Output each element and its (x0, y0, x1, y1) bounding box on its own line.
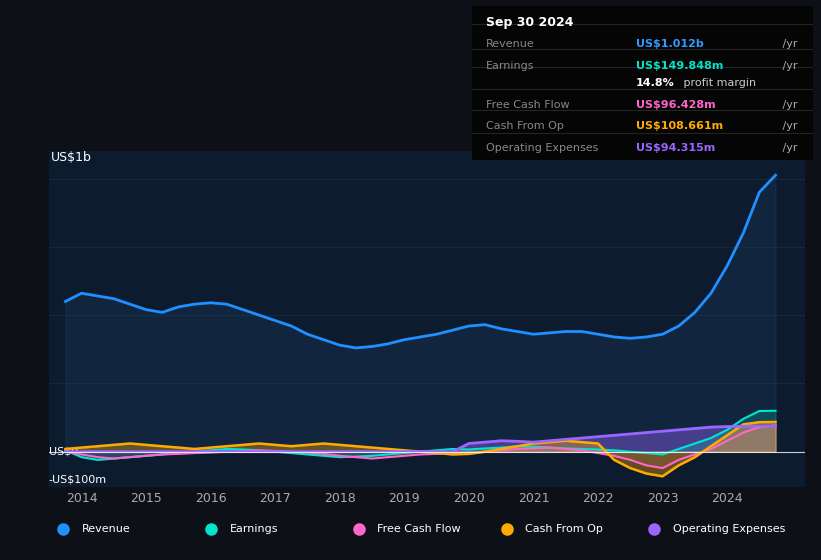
Text: Revenue: Revenue (486, 39, 534, 49)
Text: /yr: /yr (778, 39, 797, 49)
Text: Free Cash Flow: Free Cash Flow (378, 524, 461, 534)
Text: Sep 30 2024: Sep 30 2024 (486, 16, 573, 29)
Text: Operating Expenses: Operating Expenses (486, 143, 598, 153)
Text: US$1b: US$1b (51, 151, 92, 164)
Text: -US$100m: -US$100m (48, 474, 107, 484)
Text: /yr: /yr (778, 100, 797, 110)
Text: Revenue: Revenue (82, 524, 131, 534)
Text: Free Cash Flow: Free Cash Flow (486, 100, 569, 110)
Text: US$96.428m: US$96.428m (635, 100, 715, 110)
Text: Earnings: Earnings (230, 524, 278, 534)
Text: US$149.848m: US$149.848m (635, 61, 723, 71)
Text: US$108.661m: US$108.661m (635, 121, 722, 131)
Text: /yr: /yr (778, 143, 797, 153)
Text: Cash From Op: Cash From Op (525, 524, 603, 534)
Text: profit margin: profit margin (680, 78, 756, 88)
Text: US$1.012b: US$1.012b (635, 39, 704, 49)
Text: Operating Expenses: Operating Expenses (673, 524, 785, 534)
Text: US$94.315m: US$94.315m (635, 143, 715, 153)
Text: Cash From Op: Cash From Op (486, 121, 563, 131)
Text: /yr: /yr (778, 121, 797, 131)
Text: /yr: /yr (778, 61, 797, 71)
Text: Earnings: Earnings (486, 61, 534, 71)
Text: 14.8%: 14.8% (635, 78, 674, 88)
Text: US$0: US$0 (48, 447, 78, 457)
